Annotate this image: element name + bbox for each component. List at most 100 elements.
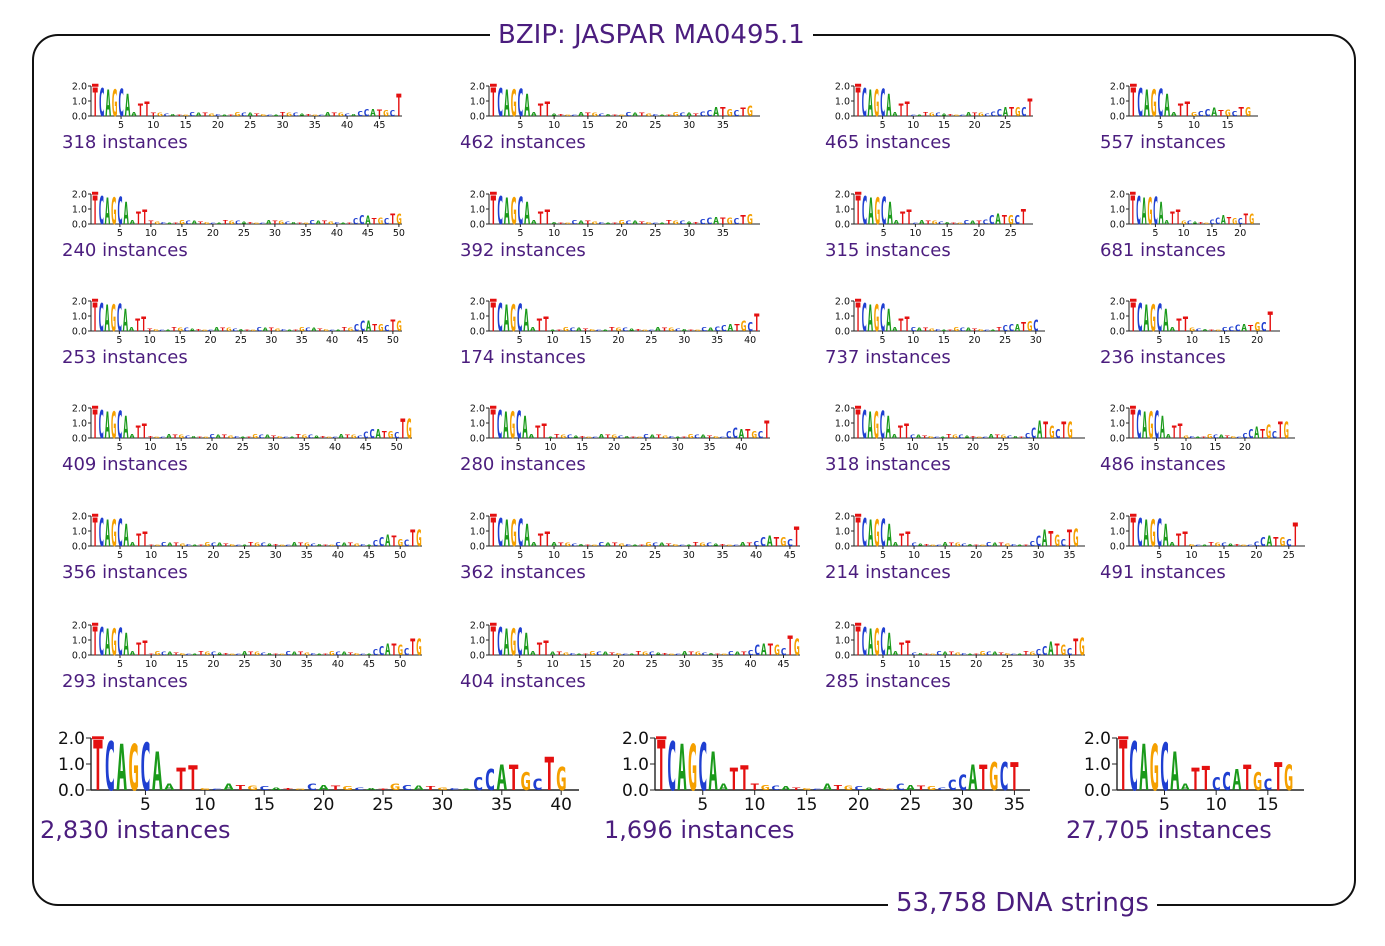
y-tick-label: 0.0 <box>835 541 850 552</box>
motif-letter: C <box>1286 538 1292 549</box>
sequence-logo-plot: 2.01.00.05 10 15 20 25 30 35 40 45 50T C A G C A A T T T G C… <box>72 294 402 346</box>
background-letter: G <box>354 543 360 547</box>
motif-letter: C <box>497 619 503 664</box>
motif-letter: A <box>968 759 977 799</box>
motif-letter: C <box>1154 405 1159 448</box>
background-letter: G <box>957 223 963 225</box>
background-letter: A <box>781 785 790 791</box>
background-letter: C <box>211 542 217 548</box>
motif-letter: T <box>1067 526 1073 552</box>
background-letter: T <box>171 326 177 332</box>
background-letter: A <box>366 544 372 546</box>
motif-letter: G <box>1150 513 1156 555</box>
motif-letter: A <box>1048 640 1054 660</box>
background-letter: C <box>234 436 240 439</box>
background-letter: T <box>558 222 565 224</box>
motif-letter: T <box>382 430 388 441</box>
background-letter: G <box>254 542 260 548</box>
background-letter: A <box>192 654 198 656</box>
background-letter: G <box>615 327 621 332</box>
motif-letter: G <box>396 211 402 228</box>
background-letter: T <box>220 326 226 332</box>
motif-letter: A <box>530 327 536 333</box>
x-tick-label: 5 <box>1156 550 1162 561</box>
background-letter: C <box>260 223 266 225</box>
motif-letter: T <box>855 618 861 665</box>
motif-letter: G <box>416 635 422 661</box>
background-letter: G <box>348 326 354 332</box>
motif-letter-cap <box>490 191 497 195</box>
motif-letter: A <box>130 541 136 547</box>
x-tick-label: 45 <box>363 550 375 561</box>
motif-letter: T <box>1130 294 1136 341</box>
motif-letter: C <box>394 432 400 441</box>
background-letter: C <box>1221 542 1227 547</box>
motif-letter: C <box>879 405 885 448</box>
x-tick-label: 40 <box>341 120 353 131</box>
motif-letter: T <box>376 108 382 119</box>
y-tick-label: 2.0 <box>470 81 485 92</box>
instance-count: 404 instances <box>460 671 586 692</box>
background-letter: G <box>204 651 210 657</box>
background-letter: A <box>247 112 254 117</box>
background-letter: C <box>959 327 965 333</box>
background-letter: G <box>843 784 852 791</box>
motif-letter: G <box>1266 423 1271 443</box>
background-letter: T <box>998 542 1004 547</box>
motif-letter: T <box>390 317 396 335</box>
motif-letter: T <box>371 218 377 227</box>
motif-letter: T <box>490 187 496 234</box>
background-letter: G <box>645 541 651 548</box>
background-letter: G <box>1004 653 1010 656</box>
background-letter: G <box>1215 330 1221 332</box>
background-letter: A <box>166 433 172 439</box>
motif-letter: G <box>1049 423 1055 443</box>
motif-letter: T <box>1267 307 1273 337</box>
sequence-logo: 2.0 1.0 0.0 5 10 15 20 T C A G C A A T T G C A T G C C A T G C T G <box>1110 186 1260 239</box>
background-letter: T <box>972 328 978 332</box>
motif-letter: A <box>123 197 129 232</box>
motif-letter: A <box>522 411 528 446</box>
x-tick-label: 15 <box>176 659 188 670</box>
x-tick-label: 10 <box>907 335 919 346</box>
motif-letter: A <box>528 433 534 439</box>
background-letter: T <box>750 782 760 792</box>
background-letter: A <box>602 651 609 656</box>
motif-letter: C <box>880 83 886 126</box>
motif-letter: T <box>1248 325 1255 334</box>
background-letter: C <box>258 434 264 440</box>
background-letter: T <box>973 654 979 656</box>
motif-letter: C <box>1129 729 1138 806</box>
background-letter: A <box>548 437 555 439</box>
sequence-logo: 2.0 1.0 0.0 5 10 15 20 25 30 35 40 45 50 T C A G C A A T T T G C… <box>72 293 402 346</box>
motif-letter: C <box>497 402 503 447</box>
x-tick-label: 5 <box>1156 335 1162 346</box>
x-tick-label: 15 <box>180 120 192 131</box>
background-letter: T <box>269 327 275 332</box>
background-letter: T <box>558 542 564 547</box>
motif-letter: T <box>1177 420 1182 443</box>
background-letter: C <box>701 326 707 332</box>
motif-letter: A <box>1164 219 1170 225</box>
background-letter: G <box>254 651 260 656</box>
x-tick-label: 15 <box>939 550 951 561</box>
y-tick-label: 2.0 <box>1110 511 1125 522</box>
sequence-logo-plot: 2.01.00.05 10 15 20T C A G C A A T T G C A T G C C C A T G C T <box>1110 294 1280 346</box>
background-letter: G <box>586 436 592 438</box>
background-letter: A <box>314 435 321 439</box>
sequence-logo: 2.0 1.0 0.0 5 10 15 T C A G C A A T T G C C A T G C T G <box>1110 78 1258 131</box>
motif-letter: C <box>958 772 967 796</box>
motif-letter: T <box>900 209 906 229</box>
x-tick-label: 10 <box>144 442 156 453</box>
motif-letter: C <box>732 425 738 441</box>
x-tick-label: 25 <box>1005 228 1017 239</box>
x-tick-label: 5 <box>879 442 885 453</box>
y-tick-label: 0.0 <box>72 541 87 552</box>
motif-letter: C <box>1029 539 1035 548</box>
background-letter: G <box>253 222 259 224</box>
background-letter: T <box>346 223 352 225</box>
instance-count: 285 instances <box>825 671 951 692</box>
background-letter: G <box>955 542 961 547</box>
motif-letter: A <box>503 298 509 340</box>
background-letter: C <box>596 329 602 332</box>
